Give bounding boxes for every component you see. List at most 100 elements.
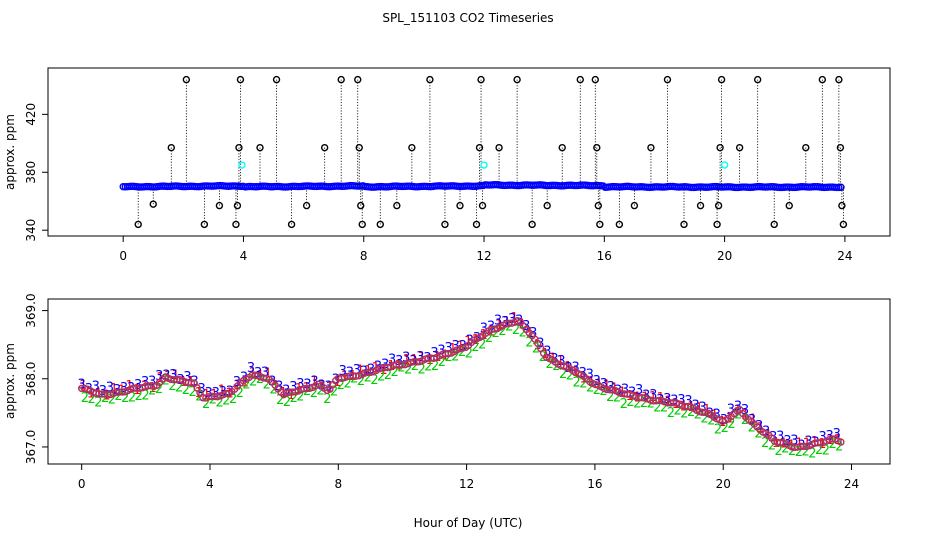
series-2-mark: 2 <box>411 359 419 374</box>
series-1-mark: 1 <box>295 382 303 397</box>
series-2-mark: 2 <box>94 395 102 410</box>
spike-point <box>302 201 311 210</box>
spike-point <box>528 220 536 229</box>
series-1-mark: 1 <box>333 375 341 390</box>
series-2-mark: 2 <box>108 393 116 408</box>
spike-point <box>838 201 846 210</box>
series-2-mark: 2 <box>721 421 729 436</box>
series-3-mark: 3 <box>741 403 749 418</box>
series-2-mark: 2 <box>263 378 271 393</box>
measurement-point <box>187 379 196 387</box>
reference-point <box>720 161 729 169</box>
series-2-mark: 2 <box>775 444 783 459</box>
top-panel-marks <box>119 75 848 229</box>
series-3-mark: 3 <box>508 312 516 327</box>
series-3-mark: 3 <box>261 366 269 381</box>
spike-point <box>477 75 485 84</box>
series-2-mark: 2 <box>215 396 223 411</box>
chart-title: SPL_151103 CO2 Timeseries <box>382 11 553 25</box>
spike-point <box>543 201 551 210</box>
spike-point <box>182 75 191 84</box>
series-2-mark: 2 <box>734 408 742 423</box>
series-2-mark: 2 <box>229 392 237 407</box>
top-panel-axes: 0 4 8 12 16 20 24 340 380 420 <box>24 103 853 263</box>
series-1-mark: 1 <box>564 360 572 375</box>
spike-point <box>233 201 242 210</box>
bottom-x-tick-label: 8 <box>334 477 342 491</box>
bottom-x-tick-label: 0 <box>78 477 86 491</box>
series-2-mark: 2 <box>148 383 156 398</box>
spike-point <box>354 75 362 84</box>
series-2-mark: 2 <box>424 359 432 374</box>
series-2-mark: 2 <box>566 368 574 383</box>
series-1-mark: 1 <box>818 437 826 452</box>
spike-point <box>770 220 778 229</box>
spike-point <box>337 75 345 84</box>
spike-point <box>836 143 845 152</box>
spike-point <box>393 201 401 210</box>
series-3-mark: 3 <box>811 436 819 451</box>
series-3-mark: 3 <box>85 382 93 397</box>
series-2-mark: 2 <box>175 381 183 396</box>
series-2-mark: 2 <box>572 376 580 391</box>
spike-point <box>441 220 449 229</box>
series-2-mark: 2 <box>754 427 762 442</box>
spike-point <box>593 143 601 152</box>
series-2-mark: 2 <box>532 341 540 356</box>
series-3-mark: 3 <box>586 368 594 383</box>
series-1-mark: 1 <box>633 390 641 405</box>
spike-point <box>355 143 363 152</box>
series-2-mark: 2 <box>444 350 452 365</box>
spike-point <box>149 200 157 208</box>
series-2-mark: 2 <box>242 377 250 392</box>
series-1-mark: 1 <box>341 369 349 384</box>
spike-point <box>696 201 705 210</box>
series-3-mark: 3 <box>289 380 297 395</box>
series-2-mark: 2 <box>788 444 796 459</box>
series-2-mark: 2 <box>377 370 385 385</box>
series-2-mark: 2 <box>121 391 129 406</box>
spike-point <box>576 75 584 84</box>
series-3-mark: 3 <box>183 370 191 385</box>
series-2-mark: 2 <box>182 383 190 398</box>
spike-point <box>717 75 726 84</box>
series-2-mark: 2 <box>714 422 722 437</box>
series-2-mark: 2 <box>781 442 789 457</box>
series-2-mark: 2 <box>620 397 628 412</box>
series-2-mark: 2 <box>404 362 412 377</box>
series-2-mark: 2 <box>114 389 122 404</box>
series-2-mark: 2 <box>458 345 466 360</box>
series-2-mark: 2 <box>310 386 318 401</box>
series-2-mark: 2 <box>768 439 776 454</box>
series-3-mark: 3 <box>430 346 438 361</box>
measurement-point <box>837 438 845 446</box>
series-3-mark: 3 <box>649 388 657 403</box>
series-2-mark: 2 <box>640 396 648 411</box>
series-3-mark: 3 <box>818 430 826 445</box>
series-1-mark: 1 <box>218 383 226 398</box>
series-2-mark: 2 <box>222 394 230 409</box>
spike-point <box>426 75 434 84</box>
series-3-mark: 3 <box>155 369 163 384</box>
series-3-mark: 3 <box>706 406 714 421</box>
spike-point <box>134 220 142 229</box>
top-x-tick-label: 20 <box>717 249 732 263</box>
series-2-mark: 2 <box>687 405 695 420</box>
series-1-mark: 1 <box>356 363 364 378</box>
spike-point <box>630 201 639 210</box>
bottom-y-tick-label: 368.0 <box>24 362 38 396</box>
series-2-mark: 2 <box>801 444 809 459</box>
series-2-mark: 2 <box>141 389 149 404</box>
spike-point <box>478 201 487 210</box>
series-3-mark: 3 <box>198 382 206 397</box>
top-y-tick-label: 340 <box>24 219 38 242</box>
spike-point <box>647 143 655 152</box>
top-x-tick-label: 12 <box>476 249 491 263</box>
series-1-mark: 1 <box>780 436 788 451</box>
series-3-mark: 3 <box>374 360 382 375</box>
series-3-mark: 3 <box>550 352 558 367</box>
series-3-mark: 3 <box>268 375 276 390</box>
spike-point <box>802 143 810 152</box>
spike-point <box>495 143 503 152</box>
series-2-mark: 2 <box>269 383 277 398</box>
